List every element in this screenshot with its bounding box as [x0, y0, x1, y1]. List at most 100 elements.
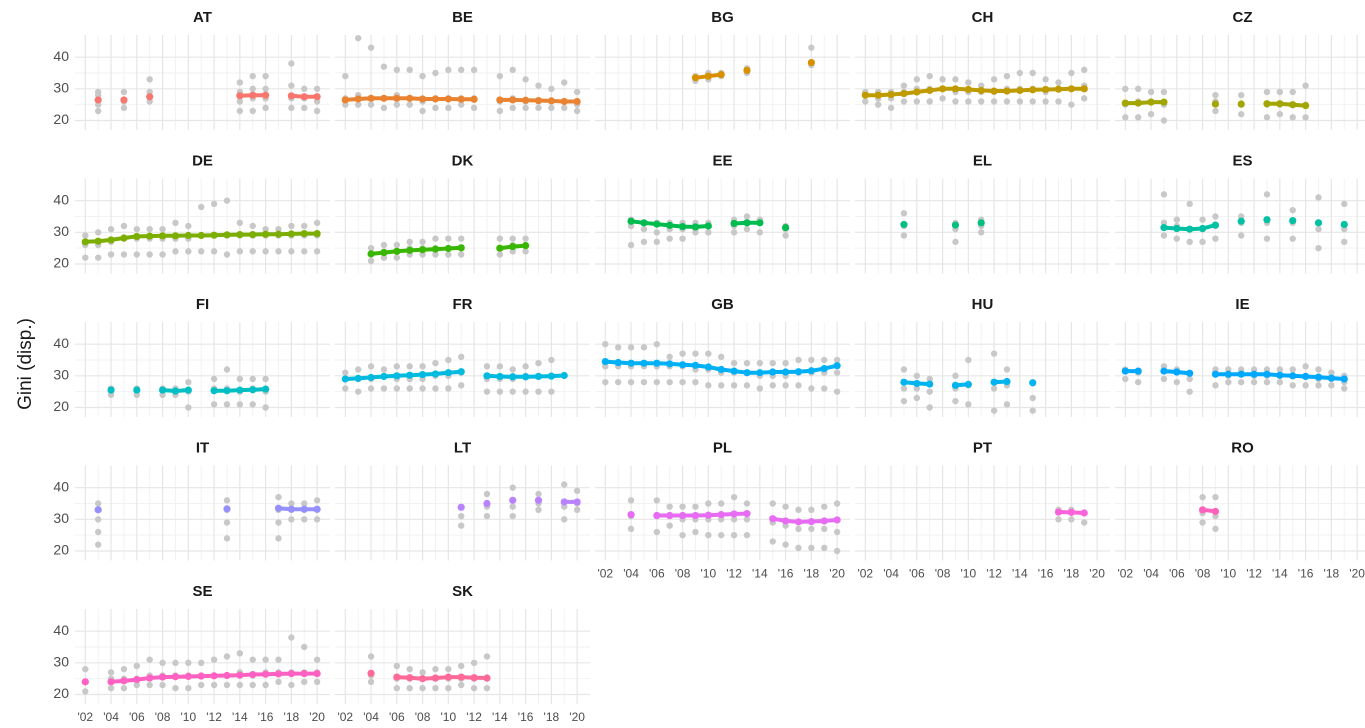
trend-point — [457, 368, 465, 376]
trend-point — [1186, 369, 1194, 377]
data-point — [262, 72, 269, 80]
data-point — [990, 350, 998, 357]
trend-point — [964, 380, 972, 388]
data-point — [1068, 516, 1075, 523]
x-tick-label: '16 — [778, 567, 794, 581]
panel: EL — [855, 152, 1110, 274]
trend-point — [743, 219, 751, 227]
data-point — [1328, 382, 1335, 389]
trend-point — [1160, 98, 1168, 106]
trend-point — [509, 96, 517, 104]
data-point — [939, 76, 946, 83]
trend-point — [313, 670, 321, 678]
data-point — [262, 248, 269, 255]
data-point — [640, 378, 648, 386]
trend-point — [223, 505, 231, 513]
data-point — [692, 350, 699, 357]
trend-point — [730, 510, 738, 518]
trend-point — [730, 219, 738, 228]
data-point — [185, 659, 192, 667]
panel-title: RO — [1231, 439, 1254, 456]
data-point — [522, 104, 529, 112]
data-point — [1003, 401, 1011, 408]
trend-point — [1173, 368, 1181, 376]
data-point — [159, 225, 166, 233]
trend-point — [560, 371, 568, 380]
data-point — [249, 681, 256, 689]
trend-point — [249, 230, 257, 239]
data-point — [1186, 375, 1193, 383]
trend-point — [236, 386, 244, 394]
data-point — [913, 385, 921, 392]
y-tick-label: 40 — [53, 478, 69, 494]
data-point — [458, 512, 465, 520]
x-tick-label: '12 — [206, 710, 222, 724]
data-point — [432, 235, 439, 242]
data-point — [561, 104, 568, 112]
trend-point — [107, 236, 115, 244]
data-point — [509, 366, 516, 373]
data-point — [94, 500, 102, 507]
panel-title: AT — [193, 9, 212, 26]
x-tick-label: '08 — [675, 567, 691, 581]
data-point — [653, 238, 661, 246]
trend-point — [874, 91, 882, 99]
trend-point — [900, 220, 908, 229]
data-point — [965, 79, 972, 86]
data-point — [1212, 525, 1219, 533]
data-point — [705, 531, 712, 539]
data-point — [301, 104, 308, 112]
data-point — [1160, 232, 1168, 239]
data-point — [965, 98, 972, 105]
trend-point — [444, 95, 452, 103]
data-point — [1289, 366, 1296, 373]
data-point — [653, 528, 661, 536]
data-point — [94, 254, 102, 261]
data-point — [561, 516, 568, 523]
data-point — [496, 363, 504, 370]
trend-point — [1263, 100, 1271, 108]
data-point — [666, 353, 673, 361]
data-point — [393, 684, 401, 692]
data-point — [432, 684, 439, 692]
trend-point — [210, 231, 218, 239]
data-point — [1341, 385, 1348, 392]
data-point — [458, 662, 465, 670]
data-point — [406, 363, 413, 370]
data-point — [94, 528, 102, 536]
trend-point — [457, 503, 465, 511]
data-point — [236, 401, 244, 408]
data-point — [236, 681, 244, 689]
data-point — [380, 366, 388, 373]
data-point — [275, 678, 282, 686]
trend-point — [1147, 98, 1155, 106]
data-point — [730, 229, 738, 236]
data-point — [288, 222, 295, 230]
data-point — [313, 219, 321, 227]
data-point — [718, 531, 725, 539]
data-point — [614, 378, 622, 386]
y-tick-label: 30 — [53, 223, 69, 239]
trend-point — [393, 372, 401, 380]
panel-title: DK — [452, 152, 474, 169]
data-point — [990, 407, 998, 414]
data-point — [223, 535, 231, 542]
trend-point — [1237, 217, 1245, 225]
data-point — [705, 229, 712, 236]
x-tick-label: '10 — [701, 567, 717, 581]
data-point — [313, 85, 321, 93]
data-point — [1289, 88, 1296, 96]
trend-point — [926, 86, 934, 95]
data-point — [120, 88, 128, 96]
data-point — [406, 238, 413, 246]
trend-point — [81, 678, 89, 686]
data-point — [1212, 493, 1219, 501]
trend-point — [262, 670, 270, 678]
trend-point — [782, 223, 790, 232]
trend-point — [223, 231, 231, 239]
data-point — [249, 375, 256, 383]
data-point — [262, 681, 269, 689]
panel-title: HU — [972, 296, 994, 313]
x-tick-label: '18 — [544, 710, 560, 724]
data-point — [900, 210, 908, 217]
